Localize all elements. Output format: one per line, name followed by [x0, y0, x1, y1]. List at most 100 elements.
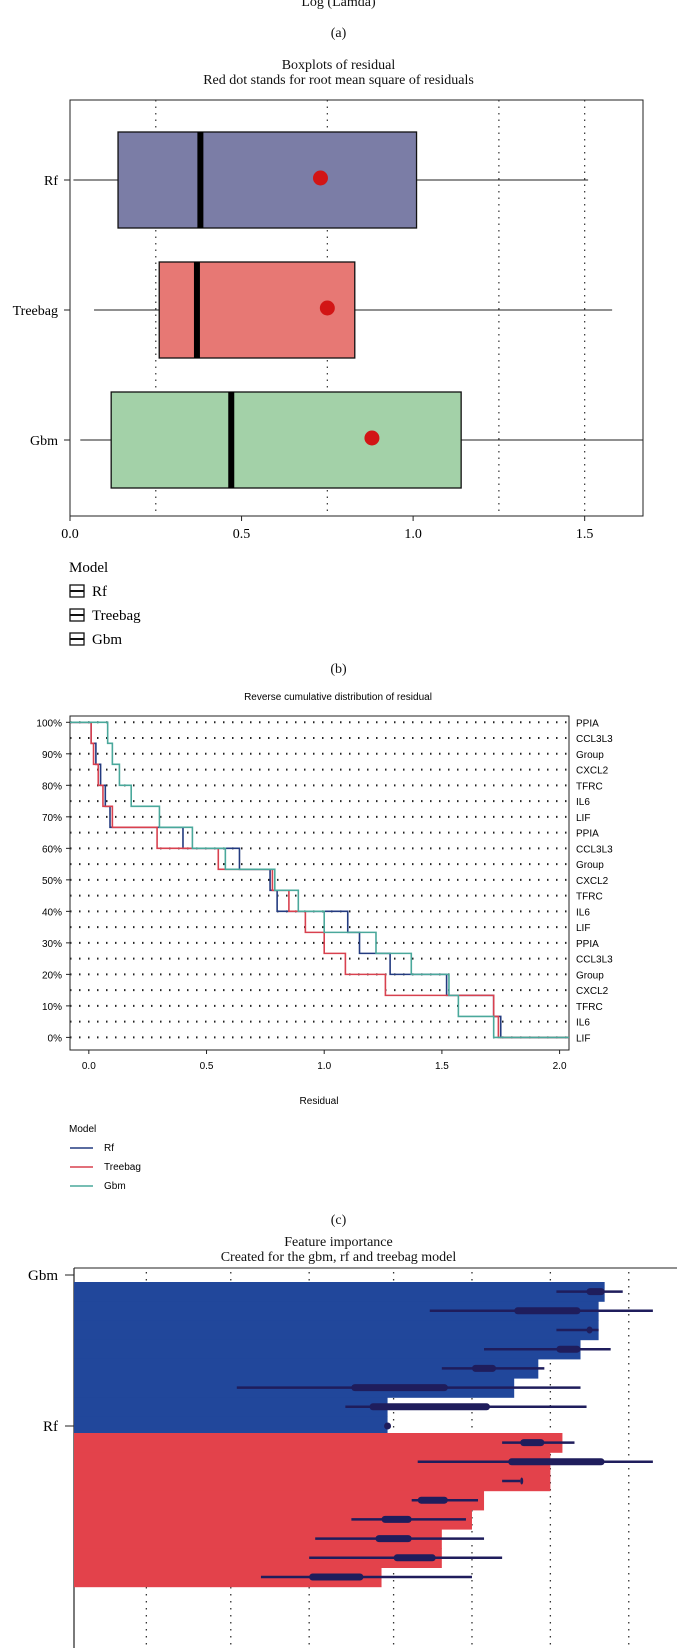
x-tick-label: 0.5	[233, 527, 251, 542]
importance-bar-Rf	[74, 1548, 442, 1568]
importance-bar-Rf	[74, 1433, 563, 1453]
importance-bar-Gbm	[74, 1416, 388, 1437]
boxplot-chart: 0.0 0.5 1.0 1.5 Rf Treebag Gbm Model Rf Treebag Gb…	[13, 99, 644, 648]
y-tick-label: 50%	[42, 876, 62, 887]
importance-bar-Gbm	[74, 1339, 581, 1360]
importance-bar-Gbm	[74, 1397, 388, 1417]
y-label-Treebag: Treebag	[13, 304, 58, 319]
y-tick-label: 90%	[42, 750, 62, 761]
plot-frame	[69, 715, 570, 1051]
x-tick-label: 2.0	[553, 1061, 567, 1072]
perm-point-Gbm	[384, 1422, 392, 1430]
y-tick-label: 40%	[42, 907, 62, 918]
legend-label-Rf: Rf	[92, 584, 107, 600]
caption-a: (a)	[330, 26, 347, 41]
perm-box-Gbm	[351, 1384, 448, 1392]
right-label: IL6	[576, 1018, 590, 1029]
right-label: LIF	[576, 813, 590, 824]
right-label: PPIA	[576, 939, 599, 950]
importance-title: Feature importance	[284, 1235, 393, 1250]
y-tick-label: 20%	[42, 970, 62, 981]
importance-subtitle: Created for the gbm, rf and treebag mode…	[220, 1250, 457, 1265]
importance-bar-Gbm	[74, 1358, 539, 1379]
x-tick-label: 1.5	[435, 1061, 449, 1072]
legend-key-Gbm	[69, 632, 85, 646]
box-Rf	[117, 131, 418, 229]
y-tick-label: 60%	[42, 844, 62, 855]
right-label: CXCL2	[576, 876, 609, 887]
perm-box-Rf	[309, 1573, 364, 1581]
y-label-Gbm: Gbm	[30, 434, 58, 449]
right-label: IL6	[576, 907, 590, 918]
importance-bar-Rf	[74, 1509, 472, 1530]
ecdf-title: Reverse cumulative distribution of resid…	[244, 692, 432, 703]
legend-label-Treebag: Treebag	[104, 1162, 141, 1173]
y-tick-label: 0%	[48, 1033, 63, 1044]
perm-box-Gbm	[556, 1345, 581, 1353]
right-label: TFRC	[576, 781, 603, 792]
right-label: CCL3L3	[576, 955, 613, 966]
y-label-Rf: Rf	[43, 1419, 58, 1435]
y-label-Rf: Rf	[44, 174, 58, 189]
boxplot-subtitle: Red dot stands for root mean square of r…	[203, 73, 474, 88]
caption-c: (c)	[330, 1213, 347, 1228]
legend-label-Gbm: Gbm	[92, 632, 122, 648]
perm-box-Gbm	[586, 1288, 605, 1296]
perm-box-Gbm	[514, 1307, 581, 1315]
x-tick-label: 0.0	[82, 1061, 96, 1072]
legend-label-Gbm: Gbm	[104, 1181, 126, 1192]
perm-box-Rf	[508, 1458, 605, 1466]
right-label: Group	[576, 970, 604, 981]
right-label: CXCL2	[576, 986, 609, 997]
right-label: LIF	[576, 923, 590, 934]
importance-bar-Rf	[74, 1471, 551, 1492]
rmse-dot-Rf	[312, 170, 328, 186]
y-tick-label: 70%	[42, 813, 62, 824]
right-label: TFRC	[576, 1002, 603, 1013]
y-tick-label: 30%	[42, 939, 62, 950]
perm-box-Rf	[375, 1535, 412, 1543]
right-label: CCL3L3	[576, 734, 613, 745]
legend-label-Treebag: Treebag	[92, 608, 141, 624]
x-tick-label: 1.0	[317, 1061, 331, 1072]
perm-box-Rf	[417, 1496, 448, 1504]
x-tick-label: 0.0	[61, 527, 79, 542]
right-label: Group	[576, 860, 604, 871]
perm-box-Rf	[381, 1515, 412, 1523]
importance-bar-Rf	[74, 1529, 442, 1549]
right-label: PPIA	[576, 718, 599, 729]
perm-box-Gbm	[369, 1403, 491, 1411]
y-label-Gbm: Gbm	[28, 1268, 58, 1284]
perm-box-Rf	[393, 1554, 436, 1562]
importance-bar-Gbm	[74, 1282, 605, 1302]
legend-title: Model	[69, 1124, 96, 1135]
importance-bar-Rf	[74, 1567, 382, 1588]
perm-box-Gbm	[586, 1326, 593, 1334]
legend-title: Model	[69, 560, 108, 576]
rmse-dot-Gbm	[364, 430, 380, 446]
legend-key-Treebag	[69, 608, 85, 622]
x-tick-label: 1.0	[404, 527, 422, 542]
legend-key-Rf	[69, 584, 85, 598]
perm-box-Rf	[520, 1439, 545, 1447]
importance-bar-Rf	[74, 1490, 485, 1511]
x-axis-label: Residual	[300, 1096, 339, 1107]
right-label: IL6	[576, 797, 590, 808]
y-tick-label: 80%	[42, 781, 62, 792]
caption-b: (b)	[330, 662, 347, 677]
y-tick-label: 100%	[36, 718, 62, 729]
right-label: TFRC	[576, 892, 603, 903]
y-tick-label: 10%	[42, 1002, 62, 1013]
boxplot-title: Boxplots of residual	[281, 58, 396, 73]
x-tick-label: 1.5	[576, 527, 594, 542]
ecdf-chart: Reverse cumulative distribution of resid…	[36, 692, 613, 1192]
legend-label-Rf: Rf	[104, 1143, 114, 1154]
plot-frame	[69, 99, 644, 517]
importance-bar-Rf	[74, 1452, 551, 1472]
rmse-dot-Treebag	[319, 300, 335, 316]
top-axis-label: Log (Lamda)	[301, 0, 376, 10]
importance-bar-Gbm	[74, 1320, 599, 1341]
ecdf-line-Gbm	[70, 721, 569, 1039]
perm-box-Gbm	[471, 1364, 497, 1372]
